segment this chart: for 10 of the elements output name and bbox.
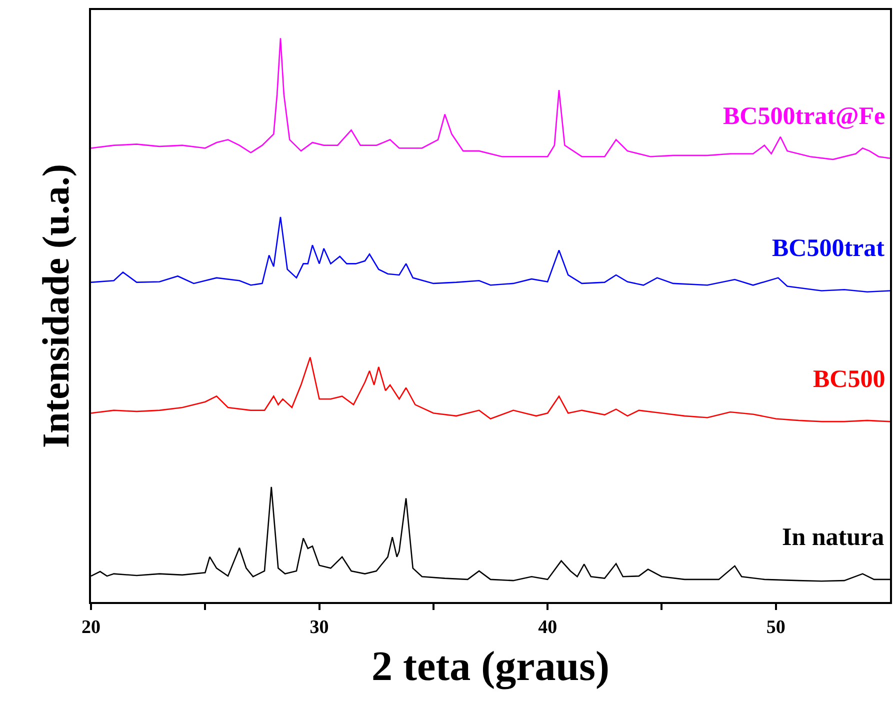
y-axis-title: Intensidade (u.a.) <box>36 164 78 448</box>
x-tick-label: 30 <box>310 616 329 638</box>
x-tick-label: 40 <box>538 616 558 638</box>
x-tick-label: 20 <box>82 616 100 638</box>
series-label: BC500trat@Fe <box>723 103 886 130</box>
x-tick-label: 50 <box>766 616 786 638</box>
x-axis-title: 2 teta (graus) <box>372 644 610 690</box>
series-label: In natura <box>782 524 885 551</box>
series-label: BC500 <box>813 366 886 393</box>
series-label: BC500trat <box>772 235 886 262</box>
